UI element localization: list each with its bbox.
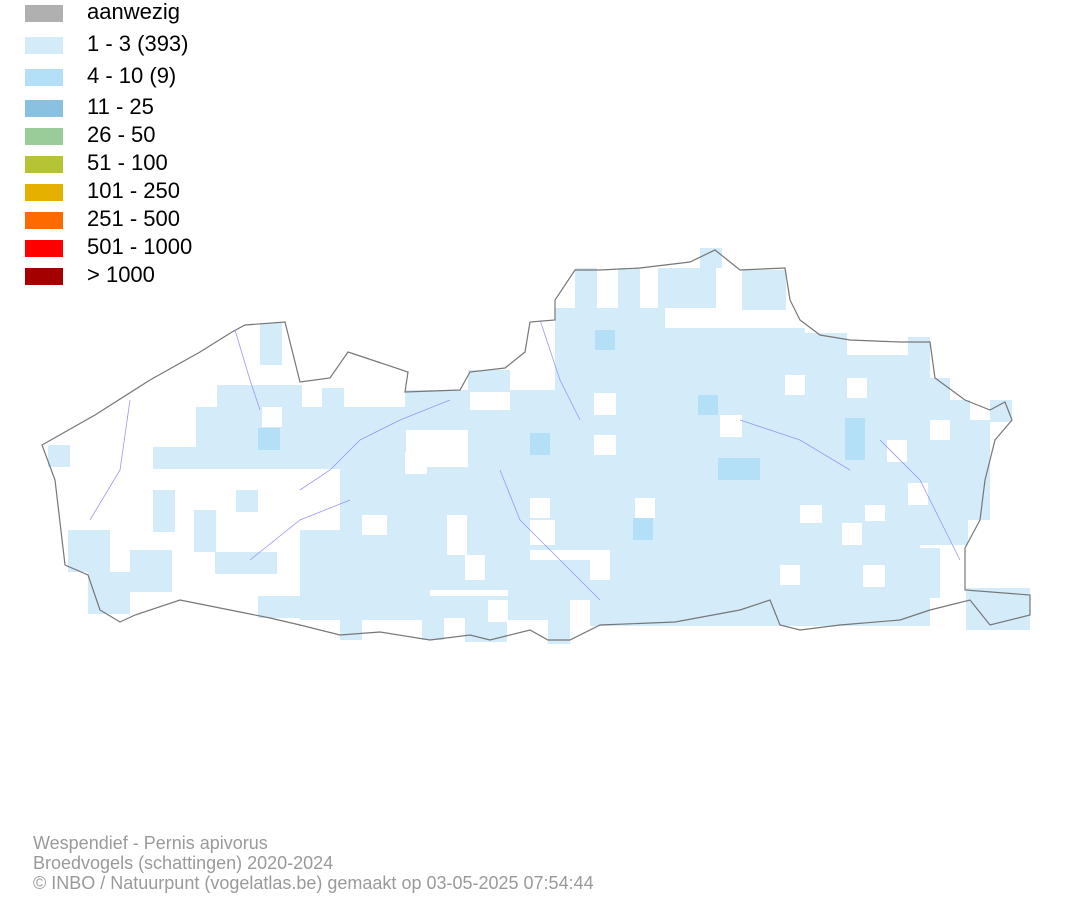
grid-cell	[950, 420, 990, 520]
grid-cell	[742, 270, 786, 310]
grid-cell	[595, 330, 615, 350]
empty-cell	[530, 498, 550, 518]
grid-cell	[215, 552, 277, 574]
grid-cell	[820, 590, 930, 626]
legend-swatch	[25, 268, 63, 285]
legend-label: 26 - 50	[87, 122, 156, 147]
empty-cell	[908, 483, 928, 505]
grid-cell	[340, 610, 362, 640]
footer-line: © INBO / Natuurpunt (vogelatlas.be) gema…	[33, 873, 594, 893]
empty-cell	[465, 555, 485, 580]
empty-cell	[488, 600, 508, 622]
grid-cell	[555, 388, 950, 518]
grid-cell	[153, 447, 343, 469]
legend-label: 251 - 500	[87, 206, 180, 231]
legend-swatch	[25, 37, 63, 54]
grid-cell	[88, 572, 130, 614]
grid-cell	[260, 323, 282, 365]
rivers	[89, 319, 961, 601]
grid-cell	[130, 550, 172, 592]
grid-cell	[468, 370, 510, 392]
grid-cell	[590, 580, 830, 626]
empty-cell	[300, 470, 320, 490]
grid-cell	[48, 445, 70, 467]
empty-cell	[405, 452, 427, 474]
legend-label: aanwezig	[87, 0, 180, 24]
empty-cell	[842, 523, 862, 545]
empty-cell	[863, 565, 885, 587]
grid-cell	[194, 510, 216, 552]
grid-cell	[718, 458, 760, 480]
legend-label: 51 - 100	[87, 150, 168, 175]
grid-cell	[618, 268, 640, 308]
legend-swatch	[25, 240, 63, 257]
grid-cell	[575, 268, 597, 308]
grid-cell	[322, 388, 344, 410]
footer: Wespendief - Pernis apivorusBroedvogels …	[33, 833, 594, 893]
legend-swatch	[25, 184, 63, 201]
legend-swatch	[25, 128, 63, 145]
legend-label: > 1000	[87, 262, 155, 287]
grid-cell	[68, 530, 110, 572]
grid-cell	[236, 490, 258, 512]
legend-swatch	[25, 212, 63, 229]
grid-cell	[845, 418, 865, 460]
grid-cell	[153, 490, 175, 532]
grid-cell	[530, 433, 550, 455]
grid-cell	[422, 610, 444, 640]
grid-cell	[530, 560, 590, 600]
empty-cell	[635, 498, 655, 518]
legend-label: 101 - 250	[87, 178, 180, 203]
empty-cell	[800, 505, 822, 523]
footer-line: Broedvogels (schattingen) 2020-2024	[33, 853, 333, 873]
grid-cell	[908, 337, 930, 392]
empty-cell	[785, 375, 805, 395]
grid-cell	[658, 268, 716, 308]
legend-label: 1 - 3 (393)	[87, 31, 189, 56]
grid-cell	[555, 308, 665, 328]
legend-swatch	[25, 100, 63, 117]
region-border	[41, 249, 1031, 641]
empty-cell	[887, 440, 907, 462]
grid-cell	[217, 385, 302, 407]
grid-cells	[48, 248, 1030, 644]
grid-cell	[698, 395, 718, 415]
grid-cell	[555, 328, 575, 388]
grid-cell	[258, 428, 280, 450]
legend-label: 11 - 25	[87, 94, 154, 119]
empty-cell	[930, 420, 950, 440]
empty-cell	[865, 505, 885, 521]
empty-cell	[594, 435, 616, 455]
legend-swatch	[25, 69, 63, 86]
empty-cell	[847, 378, 867, 398]
empty-cell	[262, 407, 282, 427]
grid-cell	[548, 600, 570, 644]
footer-line: Wespendief - Pernis apivorus	[33, 833, 268, 853]
legend-swatch	[25, 156, 63, 173]
empty-cell	[594, 393, 616, 415]
empty-cell	[530, 520, 555, 545]
grid-cell	[700, 248, 722, 268]
empty-cell	[720, 415, 742, 437]
grid-cell	[805, 333, 847, 388]
empty-cell	[362, 515, 387, 535]
grid-cell	[258, 596, 508, 618]
legend-label: 501 - 1000	[87, 234, 192, 259]
legend-swatch	[25, 5, 63, 22]
empty-cell	[447, 515, 467, 555]
grid-cell	[633, 518, 653, 540]
legend: aanwezig 1 - 3 (393) 4 - 10 (9) 11 - 25 26 -…	[25, 0, 192, 287]
empty-cell	[780, 565, 800, 585]
grid-cell	[405, 390, 470, 430]
legend-label: 4 - 10 (9)	[87, 63, 176, 88]
